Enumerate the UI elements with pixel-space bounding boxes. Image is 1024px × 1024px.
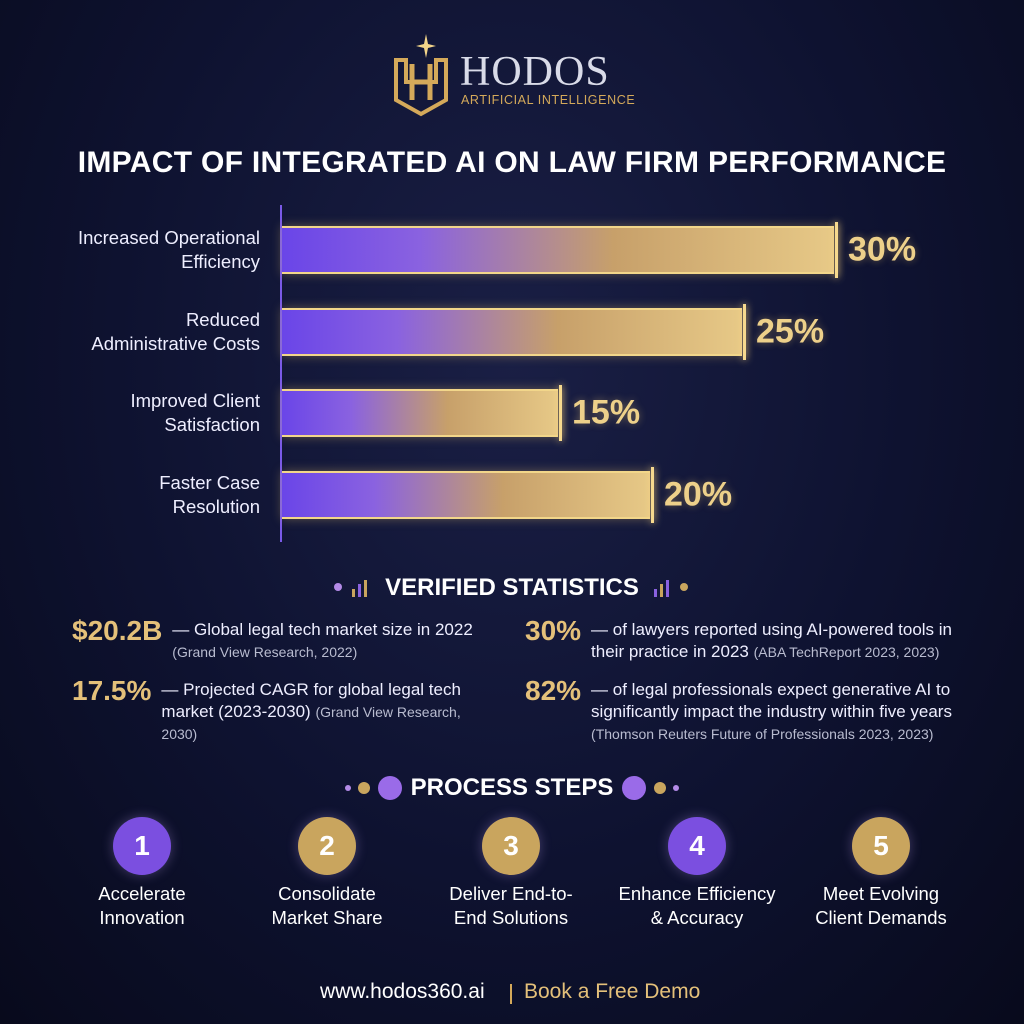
stat-body: — Global legal tech market size in 2022 … xyxy=(172,616,492,663)
section-icon xyxy=(654,580,688,597)
category-label: Improved Client Satisfaction xyxy=(130,390,260,435)
step-label: Consolidate Market Share xyxy=(271,883,383,928)
bar xyxy=(282,222,838,278)
stat-source: (Thomson Reuters Future of Professionals… xyxy=(591,726,934,742)
stat-source: (Grand View Research, 2022) xyxy=(172,644,358,660)
stat-source: (Grand View Research, 2030) xyxy=(161,704,461,742)
bar xyxy=(282,304,746,360)
category-label: Reduced Administrative Costs xyxy=(91,309,260,354)
step-label: Meet Evolving Client Demands xyxy=(815,883,947,928)
stat-item: $20.2B — Global legal tech market size in… xyxy=(72,616,492,663)
brand: HODOS xyxy=(460,49,610,95)
step-number: 3 xyxy=(482,817,540,875)
stat-item: 17.5% — Projected CAGR for global legal t… xyxy=(72,676,492,745)
stat-value: 17.5% xyxy=(72,675,152,706)
section-icon xyxy=(622,776,679,800)
section-icon xyxy=(334,580,367,597)
axis-line xyxy=(280,205,282,542)
logo-icon xyxy=(394,34,448,117)
stat-value: $20.2B xyxy=(72,615,163,646)
stat-value: 82% xyxy=(525,675,582,706)
tagline: ARTIFICIAL INTELLIGENCE xyxy=(461,93,636,107)
value-label: 30% xyxy=(848,230,917,269)
step-number: 2 xyxy=(298,817,356,875)
section-title: VERIFIED STATISTICS xyxy=(385,574,639,601)
stat-text: — of legal professionals expect generati… xyxy=(591,680,952,721)
value-label: 20% xyxy=(664,475,733,514)
step-label: Accelerate Innovation xyxy=(98,883,186,928)
bar xyxy=(282,467,654,523)
website[interactable]: www.hodos360.ai xyxy=(320,980,485,1003)
step-number: 5 xyxy=(852,817,910,875)
cta[interactable]: Book a Free Demo xyxy=(524,980,701,1003)
section-icon xyxy=(345,776,402,800)
step-number: 1 xyxy=(113,817,171,875)
separator xyxy=(510,984,512,1004)
stat-item: 30% — of lawyers reported using AI-powere… xyxy=(525,616,955,663)
stat-text: — of lawyers reported using AI-powered t… xyxy=(591,620,953,661)
stat-text: — Global legal tech market size in 2022 xyxy=(172,620,473,639)
bar xyxy=(282,385,562,441)
stat-value: 30% xyxy=(525,615,582,646)
stat-source: (ABA TechReport 2023, 2023) xyxy=(753,644,940,660)
value-label: 25% xyxy=(756,312,825,351)
chart-title: IMPACT OF INTEGRATED AI ON LAW FIRM PERF… xyxy=(77,146,947,179)
category-label: Faster Case Resolution xyxy=(159,472,260,517)
step-label: Deliver End-to- End Solutions xyxy=(449,883,573,928)
step-label: Enhance Efficiency & Accuracy xyxy=(618,883,776,928)
stat-body: — of legal professionals expect generati… xyxy=(591,676,955,745)
value-label: 15% xyxy=(572,393,641,432)
stat-text: — Projected CAGR for global legal tech m… xyxy=(161,680,461,721)
stat-body: — of lawyers reported using AI-powered t… xyxy=(591,616,955,663)
step-number: 4 xyxy=(668,817,726,875)
section-title: PROCESS STEPS xyxy=(410,774,614,801)
stat-body: — Projected CAGR for global legal tech m… xyxy=(161,676,492,745)
stat-item: 82% — of legal professionals expect gener… xyxy=(525,676,955,745)
category-label: Increased Operational Efficiency xyxy=(77,227,260,272)
